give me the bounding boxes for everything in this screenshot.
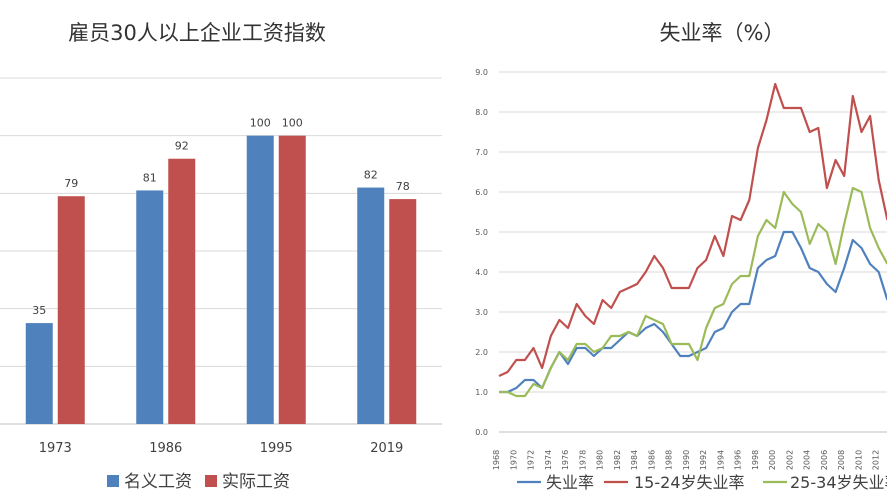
data-label: 81 [143, 171, 157, 184]
data-label: 100 [250, 117, 271, 130]
legend-swatch [107, 475, 119, 487]
x-tick-label: 1976 [561, 450, 570, 470]
x-tick-label: 2004 [803, 450, 812, 470]
wage-index-chart: 雇员30人以上企业工资指数 35 79 81 92 100 100 82 78 1973 198… [0, 21, 442, 492]
wage-index-x-tick-labels: 1973 1986 1995 2019 [39, 441, 404, 456]
series-line [499, 186, 887, 398]
x-tick-label: 1992 [699, 450, 708, 470]
legend-label: 实际工资 [222, 472, 290, 492]
bar [57, 196, 85, 424]
legend-label: 名义工资 [124, 472, 192, 492]
y-tick-label: 0.0 [475, 428, 488, 437]
legend-label: 25-34岁失业率 [790, 473, 887, 492]
unemployment-series-lines [498, 82, 887, 398]
y-tick-label: 8.0 [475, 108, 488, 117]
data-label: 35 [32, 304, 46, 317]
unemployment-legend: 失业率 15-24岁失业率 25-34岁失业率 [517, 473, 887, 492]
x-tick-label: 2006 [820, 450, 829, 470]
y-tick-label: 9.0 [475, 68, 488, 77]
y-tick-label: 1.0 [475, 388, 488, 397]
x-tick-label: 1980 [596, 450, 605, 470]
x-tick-label: 1988 [665, 450, 674, 470]
wage-index-data-labels: 35 79 81 92 100 100 82 78 [32, 117, 410, 317]
unemployment-chart: 失业率（%） 0.0 1.0 2.0 3.0 4.0 5.0 6.0 7.0 8.0 9.0 19… [475, 21, 887, 492]
x-tick-label: 1998 [751, 450, 760, 470]
x-tick-label: 1996 [734, 450, 743, 470]
x-tick-label: 1978 [578, 450, 587, 470]
series-line [498, 82, 887, 377]
unemployment-x-tick-labels: 1968 1970 1972 1974 1976 1978 1980 1982 1984 1986… [492, 450, 881, 470]
y-tick-label: 2.0 [475, 348, 488, 357]
x-tick-label: 2010 [854, 450, 863, 470]
bar [357, 187, 385, 424]
data-label: 100 [282, 117, 303, 130]
bar [246, 135, 274, 424]
x-tick-label: 1974 [544, 450, 553, 470]
x-tick-label: 1986 [149, 441, 182, 456]
wage-index-legend: 名义工资 实际工资 [107, 472, 290, 492]
wage-index-title: 雇员30人以上企业工资指数 [68, 21, 326, 45]
x-tick-label: 1984 [630, 450, 639, 470]
data-label: 78 [396, 180, 410, 193]
x-tick-label: 1982 [613, 450, 622, 470]
x-tick-label: 1994 [716, 450, 725, 470]
y-tick-label: 5.0 [475, 228, 488, 237]
unemployment-y-tick-labels: 0.0 1.0 2.0 3.0 4.0 5.0 6.0 7.0 8.0 9.0 [475, 68, 488, 437]
x-tick-label: 2008 [837, 450, 846, 470]
x-tick-label: 2000 [768, 450, 777, 470]
x-tick-label: 2002 [785, 450, 794, 470]
x-tick-label: 2012 [872, 450, 881, 470]
legend-swatch [205, 475, 217, 487]
y-tick-label: 4.0 [475, 268, 488, 277]
x-tick-label: 1970 [509, 450, 518, 470]
x-tick-label: 2019 [370, 441, 403, 456]
x-tick-label: 1995 [260, 441, 293, 456]
x-tick-label: 1990 [682, 450, 691, 470]
bar [278, 135, 306, 424]
y-tick-label: 3.0 [475, 308, 488, 317]
bar [25, 323, 53, 424]
y-tick-label: 7.0 [475, 148, 488, 157]
x-tick-label: 1972 [527, 450, 536, 470]
bar [389, 199, 417, 424]
data-label: 92 [175, 140, 189, 153]
x-tick-label: 1986 [647, 450, 656, 470]
data-label: 82 [364, 169, 378, 182]
x-tick-label: 1973 [39, 441, 72, 456]
legend-label: 15-24岁失业率 [634, 473, 745, 492]
legend-label: 失业率 [546, 473, 594, 492]
data-label: 79 [64, 177, 78, 190]
x-tick-label: 1968 [492, 450, 501, 470]
bar [168, 158, 196, 424]
unemployment-title: 失业率（%） [660, 21, 785, 45]
wage-index-bars [25, 135, 417, 424]
y-tick-label: 6.0 [475, 188, 488, 197]
bar [136, 190, 164, 424]
unemployment-gridlines [499, 71, 887, 433]
